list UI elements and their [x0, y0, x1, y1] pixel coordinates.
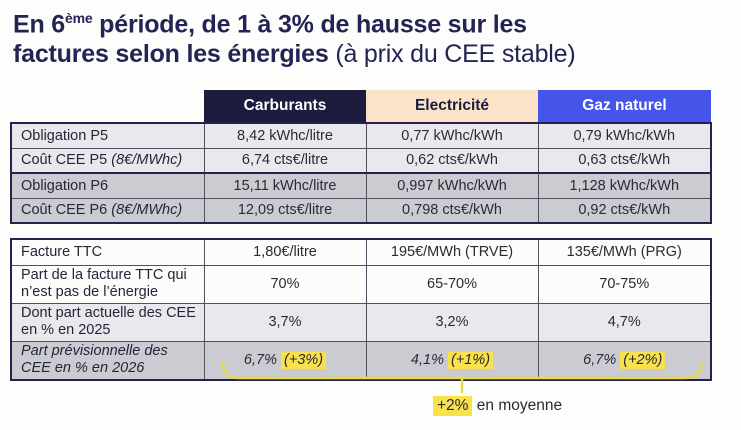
cell-value: 12,09 cts€/litre [203, 197, 367, 224]
table-row-part-facture-ttc: Part de la facture TTC qui n’est pas de … [10, 264, 712, 304]
cell-value: 3,2% [365, 302, 539, 342]
header-spacer [11, 90, 204, 123]
average-increase-annotation: +2% en moyenne [433, 396, 563, 416]
increase-highlight: (+3%) [281, 352, 327, 370]
cell-value: 6,7% (+2%) [537, 340, 712, 381]
column-header-electricite: Electricité [366, 90, 538, 123]
average-increase-text: en moyenne [472, 397, 563, 414]
cell-value: 70% [203, 264, 367, 304]
row-label: Facture TTC [10, 238, 205, 266]
table-row-cout-cee-p5: Coût CEE P5 (8€/MWhc) 6,74 cts€/litre 0,… [10, 147, 712, 174]
cell-value: 15,11 kWhc/litre [203, 172, 367, 199]
cell-value: 6,74 cts€/litre [203, 147, 367, 174]
cell-value: 0,62 cts€/kWh [365, 147, 539, 174]
row-label: Dont part actuelle des CEE en % en 2025 [10, 302, 205, 342]
increase-highlight: (+1%) [448, 352, 494, 370]
cell-value: 8,42 kWhc/litre [203, 122, 367, 149]
row-label: Coût CEE P6 (8€/MWhc) [10, 197, 205, 224]
cell-value: 6,7% (+3%) [203, 340, 367, 381]
row-label: Coût CEE P5 (8€/MWhc) [10, 147, 205, 174]
energy-header-row: Carburants Electricité Gaz naturel [11, 90, 711, 123]
row-label: Obligation P5 [10, 122, 205, 149]
table-row-obligation-p6: Obligation P6 15,11 kWhc/litre 0,997 kWh… [10, 172, 712, 199]
row-label: Part de la facture TTC qui n’est pas de … [10, 264, 205, 304]
row-label: Obligation P6 [10, 172, 205, 199]
table-row-facture-ttc: Facture TTC 1,80€/litre 195€/MWh (TRVE) … [10, 238, 712, 266]
underbrace-bracket [221, 361, 703, 394]
cell-value: 1,128 kWhc/kWh [537, 172, 712, 199]
cell-value: 135€/MWh (PRG) [537, 238, 712, 266]
cell-value: 70-75% [537, 264, 712, 304]
cell-value: 0,92 cts€/kWh [537, 197, 712, 224]
cell-value: 0,77 kWhc/kWh [365, 122, 539, 149]
title-line-1: En 6ème période, de 1 à 3% de hausse sur… [13, 10, 527, 39]
table-row-obligation-p5: Obligation P5 8,42 kWhc/litre 0,77 kWhc/… [10, 122, 712, 149]
cell-value: 4,7% [537, 302, 712, 342]
increase-highlight: (+2%) [620, 352, 666, 370]
column-header-gaz-naturel: Gaz naturel [538, 90, 711, 123]
title-line-2: factures selon les énergies (à prix du C… [13, 40, 576, 69]
cell-value: 1,80€/litre [203, 238, 367, 266]
table-row-part-actuelle-cee-2025: Dont part actuelle des CEE en % en 2025 … [10, 302, 712, 342]
row-label-note: (8€/MWhc) [111, 202, 183, 219]
cell-value: 3,7% [203, 302, 367, 342]
row-label: Part prévisionnelle des CEE en % en 2026 [10, 340, 205, 381]
cell-value: 0,997 kWhc/kWh [365, 172, 539, 199]
cell-value: 0,798 cts€/kWh [365, 197, 539, 224]
obligations-cee-table: Carburants Electricité Gaz naturel Oblig… [10, 90, 712, 224]
page-title: En 6ème période, de 1 à 3% de hausse sur… [13, 3, 728, 69]
cell-value: 195€/MWh (TRVE) [365, 238, 539, 266]
column-header-carburants: Carburants [204, 90, 366, 123]
average-increase-value: +2% [433, 396, 473, 416]
table-row-cout-cee-p6: Coût CEE P6 (8€/MWhc) 12,09 cts€/litre 0… [10, 197, 712, 224]
table-row-part-previsionnelle-cee-2026: Part prévisionnelle des CEE en % en 2026… [10, 340, 712, 381]
cell-value: 0,79 kWhc/kWh [537, 122, 712, 149]
row-label-note: (8€/MWhc) [111, 152, 183, 169]
facture-cee-table: Facture TTC 1,80€/litre 195€/MWh (TRVE) … [10, 238, 712, 381]
cell-value: 65-70% [365, 264, 539, 304]
cell-value: 0,63 cts€/kWh [537, 147, 712, 174]
